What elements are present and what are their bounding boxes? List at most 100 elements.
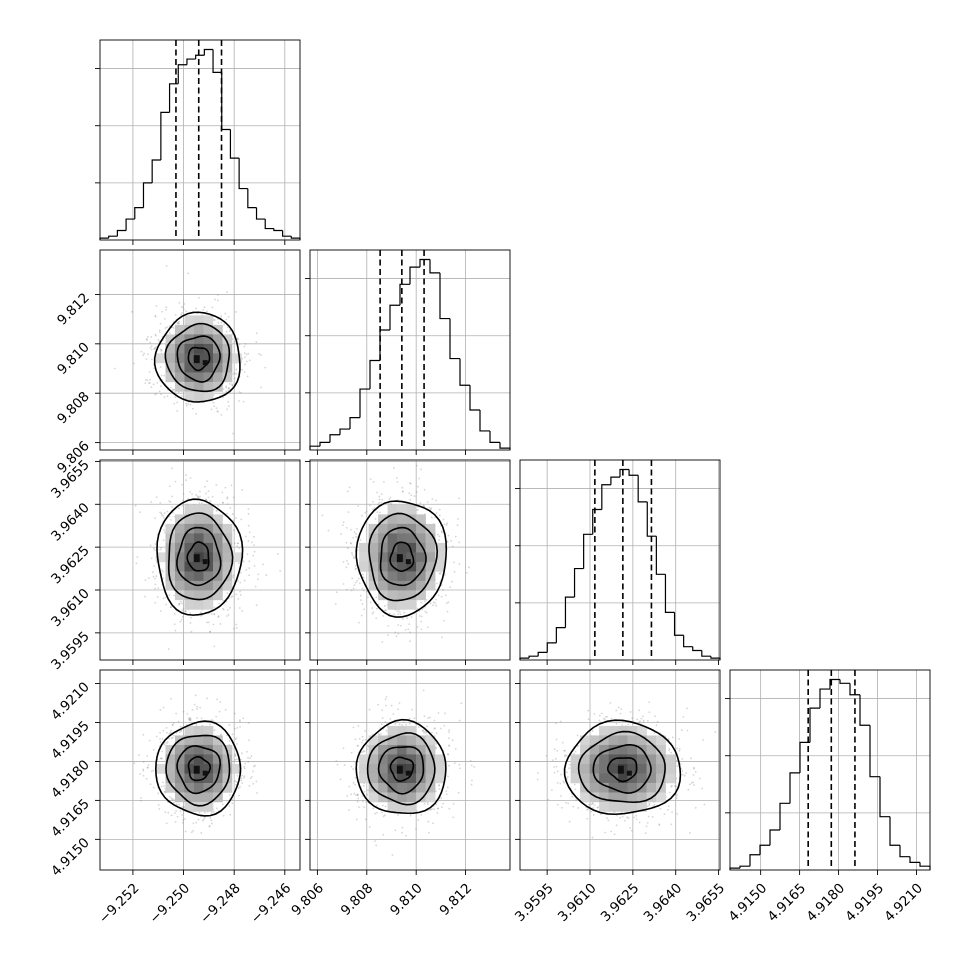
sample-point — [431, 731, 433, 734]
sample-point — [555, 722, 557, 725]
histogram-bin — [177, 64, 187, 84]
sample-point — [208, 825, 211, 827]
sample-point — [377, 603, 380, 606]
sample-point — [375, 844, 378, 847]
sample-point — [378, 501, 381, 504]
sample-point — [658, 824, 661, 827]
density-cell — [618, 792, 628, 803]
sample-point — [213, 405, 216, 408]
sample-point — [550, 789, 553, 791]
contour-level-3 — [164, 322, 231, 393]
sample-point — [225, 318, 228, 321]
sample-point — [352, 587, 355, 590]
sample-point — [383, 481, 385, 483]
sample-point — [346, 559, 348, 562]
sample-point — [213, 606, 216, 609]
sample-point — [231, 595, 234, 598]
sample-point — [239, 725, 241, 728]
scatter-panel-1-0 — [95, 249, 301, 455]
sample-point — [423, 732, 426, 734]
sample-point — [419, 502, 422, 504]
histogram-panel-2 — [515, 459, 721, 665]
sample-point — [247, 524, 250, 527]
sample-point — [154, 549, 156, 552]
sample-point — [426, 803, 429, 806]
histogram-bin — [379, 329, 390, 361]
sample-point — [186, 712, 189, 715]
sample-point — [688, 783, 691, 786]
density-cell — [193, 372, 204, 383]
sample-point — [210, 819, 213, 822]
sample-point — [686, 729, 689, 732]
density-cell — [435, 773, 445, 784]
sample-point — [434, 727, 437, 730]
density-cell — [378, 523, 388, 534]
sample-point — [205, 499, 208, 501]
sample-point — [202, 818, 205, 821]
sample-point — [355, 567, 357, 570]
sample-point — [163, 517, 165, 519]
sample-point — [443, 724, 446, 727]
sample-point — [374, 840, 376, 842]
sample-point — [382, 833, 385, 836]
sample-point — [598, 719, 601, 722]
density-cell — [184, 533, 195, 544]
sample-point — [169, 606, 172, 609]
sample-point — [220, 321, 223, 324]
sample-point — [354, 564, 357, 567]
sample-point — [458, 562, 461, 565]
x-tick-label: 4.9180 — [803, 880, 848, 925]
sample-point — [432, 604, 434, 607]
density-cell — [580, 744, 590, 755]
sample-point — [413, 717, 416, 719]
sample-point — [685, 772, 687, 775]
sample-point — [377, 733, 380, 736]
sample-point — [187, 497, 190, 500]
sample-point — [231, 513, 234, 515]
sample-point — [159, 757, 162, 760]
axes-frame — [309, 669, 511, 871]
sample-point — [604, 831, 607, 834]
sample-point — [247, 513, 250, 515]
sample-point — [176, 401, 179, 404]
sample-point — [667, 738, 670, 740]
sample-point — [246, 375, 249, 378]
sample-point — [398, 611, 401, 613]
sample-point — [159, 348, 162, 351]
density-cell — [397, 754, 407, 765]
sample-point — [453, 570, 456, 573]
density-cell — [184, 561, 195, 572]
sample-point — [241, 782, 244, 784]
sample-point — [190, 616, 193, 619]
sample-point — [225, 390, 228, 393]
sample-point — [190, 630, 193, 633]
density-cell — [193, 391, 204, 402]
sample-point — [162, 706, 165, 709]
sample-point — [447, 534, 450, 537]
sample-point — [158, 331, 161, 334]
sample-point — [627, 817, 630, 820]
density-cell — [193, 782, 204, 793]
density-cell — [397, 782, 407, 793]
sample-point — [651, 816, 654, 818]
sample-point — [449, 586, 452, 589]
density-cell — [165, 542, 176, 553]
sample-point — [401, 490, 404, 493]
density-cell — [368, 542, 379, 553]
sample-point — [262, 563, 264, 566]
sample-point — [683, 774, 686, 777]
sample-point — [690, 782, 693, 784]
sample-point — [228, 724, 231, 726]
sample-point — [420, 601, 422, 604]
sample-point — [562, 780, 565, 783]
density-cell — [397, 514, 407, 525]
sample-point — [243, 352, 246, 354]
sample-point — [188, 718, 191, 721]
sample-point — [132, 362, 135, 365]
sample-point — [187, 403, 189, 405]
sample-point — [218, 602, 220, 605]
sample-point — [598, 714, 601, 717]
sample-point — [619, 712, 622, 715]
sample-point — [438, 514, 441, 517]
sample-point — [171, 505, 173, 508]
